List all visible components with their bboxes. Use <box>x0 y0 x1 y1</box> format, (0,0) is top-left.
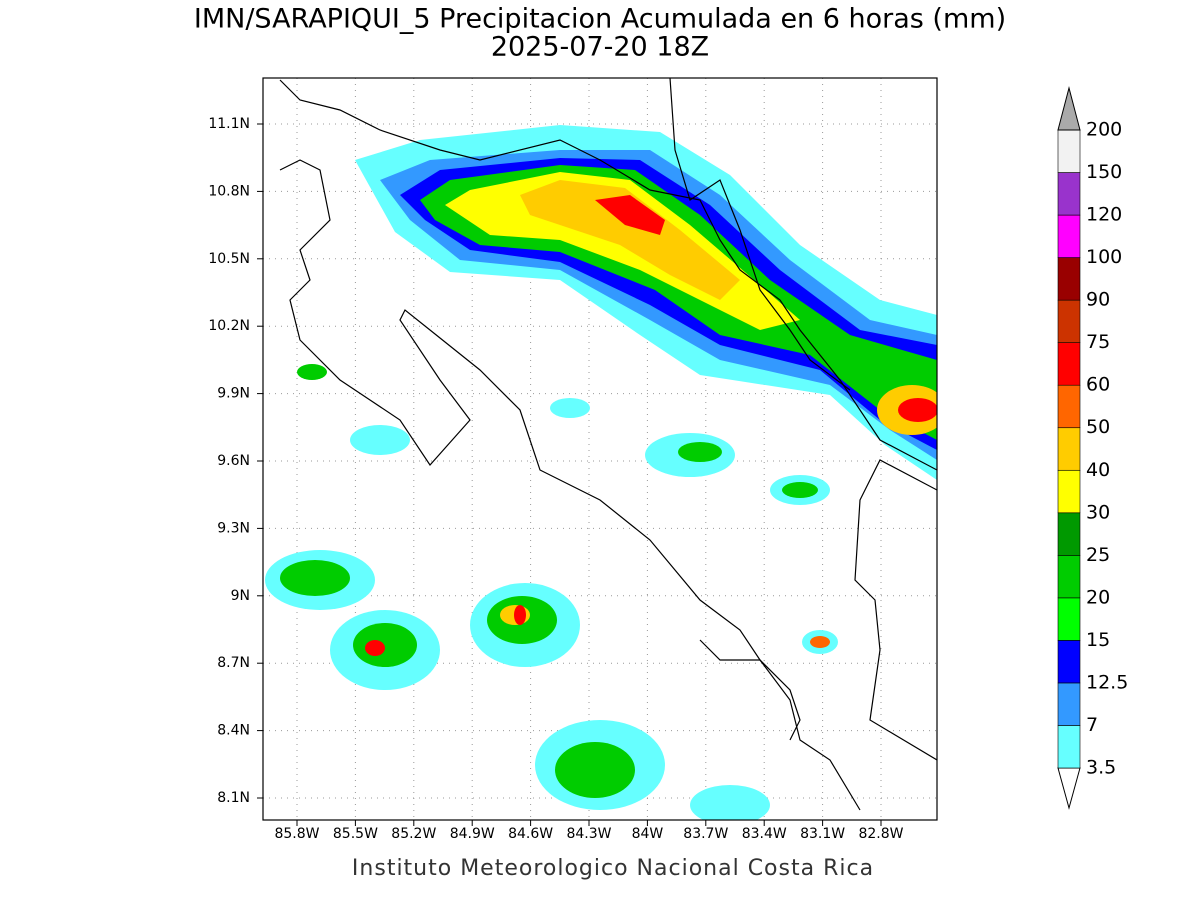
colorbar-label: 30 <box>1086 501 1110 523</box>
lat-tick-label: 8.7N <box>217 655 250 671</box>
colorbar-box <box>1057 555 1081 599</box>
lat-tick-label: 10.5N <box>208 251 250 267</box>
lon-tick-label: 83.1W <box>800 826 845 842</box>
lon-tick-label: 84.9W <box>450 826 495 842</box>
title: IMN/SARAPIQUI_5 Precipitacion Acumulada … <box>194 4 1006 35</box>
colorbar-box <box>1057 640 1081 684</box>
colorbar-label: 7 <box>1086 714 1098 736</box>
lat-tick-label: 8.1N <box>217 790 250 806</box>
colorbar-label: 100 <box>1086 246 1122 268</box>
colorbar-label: 20 <box>1086 586 1110 608</box>
colorbar-box <box>1057 682 1081 726</box>
lon-tick-label: 83.7W <box>683 826 728 842</box>
lon-tick-label: 84.6W <box>508 826 553 842</box>
lon-tick-label: 85.5W <box>333 826 378 842</box>
lon-tick-label: 84.3W <box>566 826 611 842</box>
colorbar-high-triangle <box>1057 86 1081 131</box>
lon-tick-label: 82.8W <box>858 826 903 842</box>
subtitle: 2025-07-20 18Z <box>491 32 709 63</box>
map-frame <box>262 77 938 821</box>
colorbar-label: 120 <box>1086 204 1122 226</box>
colorbar-box <box>1057 469 1081 514</box>
colorbar-label: 90 <box>1086 289 1110 311</box>
colorbar-box <box>1057 427 1081 471</box>
lat-tick-label: 9.3N <box>217 520 250 536</box>
colorbar-label: 12.5 <box>1086 671 1128 693</box>
lon-tick-label: 84W <box>632 826 664 842</box>
colorbar-label: 25 <box>1086 544 1110 566</box>
colorbar-box <box>1057 257 1081 301</box>
colorbar-label: 75 <box>1086 331 1110 353</box>
lon-tick-label: 83.4W <box>742 826 787 842</box>
colorbar-box <box>1057 172 1081 216</box>
lon-tick-label: 85.8W <box>274 826 319 842</box>
colorbar-box <box>1057 214 1081 258</box>
colorbar-box <box>1057 597 1081 641</box>
colorbar-label: 60 <box>1086 374 1110 396</box>
lat-tick-label: 10.2N <box>208 318 250 334</box>
colorbar-label: 200 <box>1086 119 1122 141</box>
colorbar: 3.5 7 12.5 15 20 25 30 40 50 60 75 90 100 120 150 200 <box>1057 86 1128 810</box>
colorbar-box <box>1057 512 1081 556</box>
lat-tick-label: 10.8N <box>208 183 250 199</box>
lat-tick-label: 11.1N <box>208 116 250 132</box>
colorbar-label: 40 <box>1086 459 1110 481</box>
lat-tick-label: 9N <box>231 588 250 604</box>
colorbar-box <box>1057 342 1081 386</box>
lon-tick-label: 85.2W <box>391 826 436 842</box>
colorbar-box <box>1057 299 1081 343</box>
lat-tick-label: 8.4N <box>217 723 250 739</box>
colorbar-label: 150 <box>1086 161 1122 183</box>
precip-field <box>265 125 937 820</box>
colorbar-box <box>1057 129 1081 173</box>
colorbar-label: 50 <box>1086 416 1110 438</box>
colorbar-box <box>1057 725 1081 769</box>
footer: Instituto Meteorologico Nacional Costa R… <box>352 856 874 881</box>
colorbar-box <box>1057 384 1081 429</box>
coastlines <box>279 78 937 811</box>
colorbar-label: 15 <box>1086 629 1110 651</box>
lat-tick-label: 9.6N <box>217 453 250 469</box>
lat-tick-label: 9.9N <box>217 386 250 402</box>
colorbar-label: 3.5 <box>1086 757 1116 779</box>
